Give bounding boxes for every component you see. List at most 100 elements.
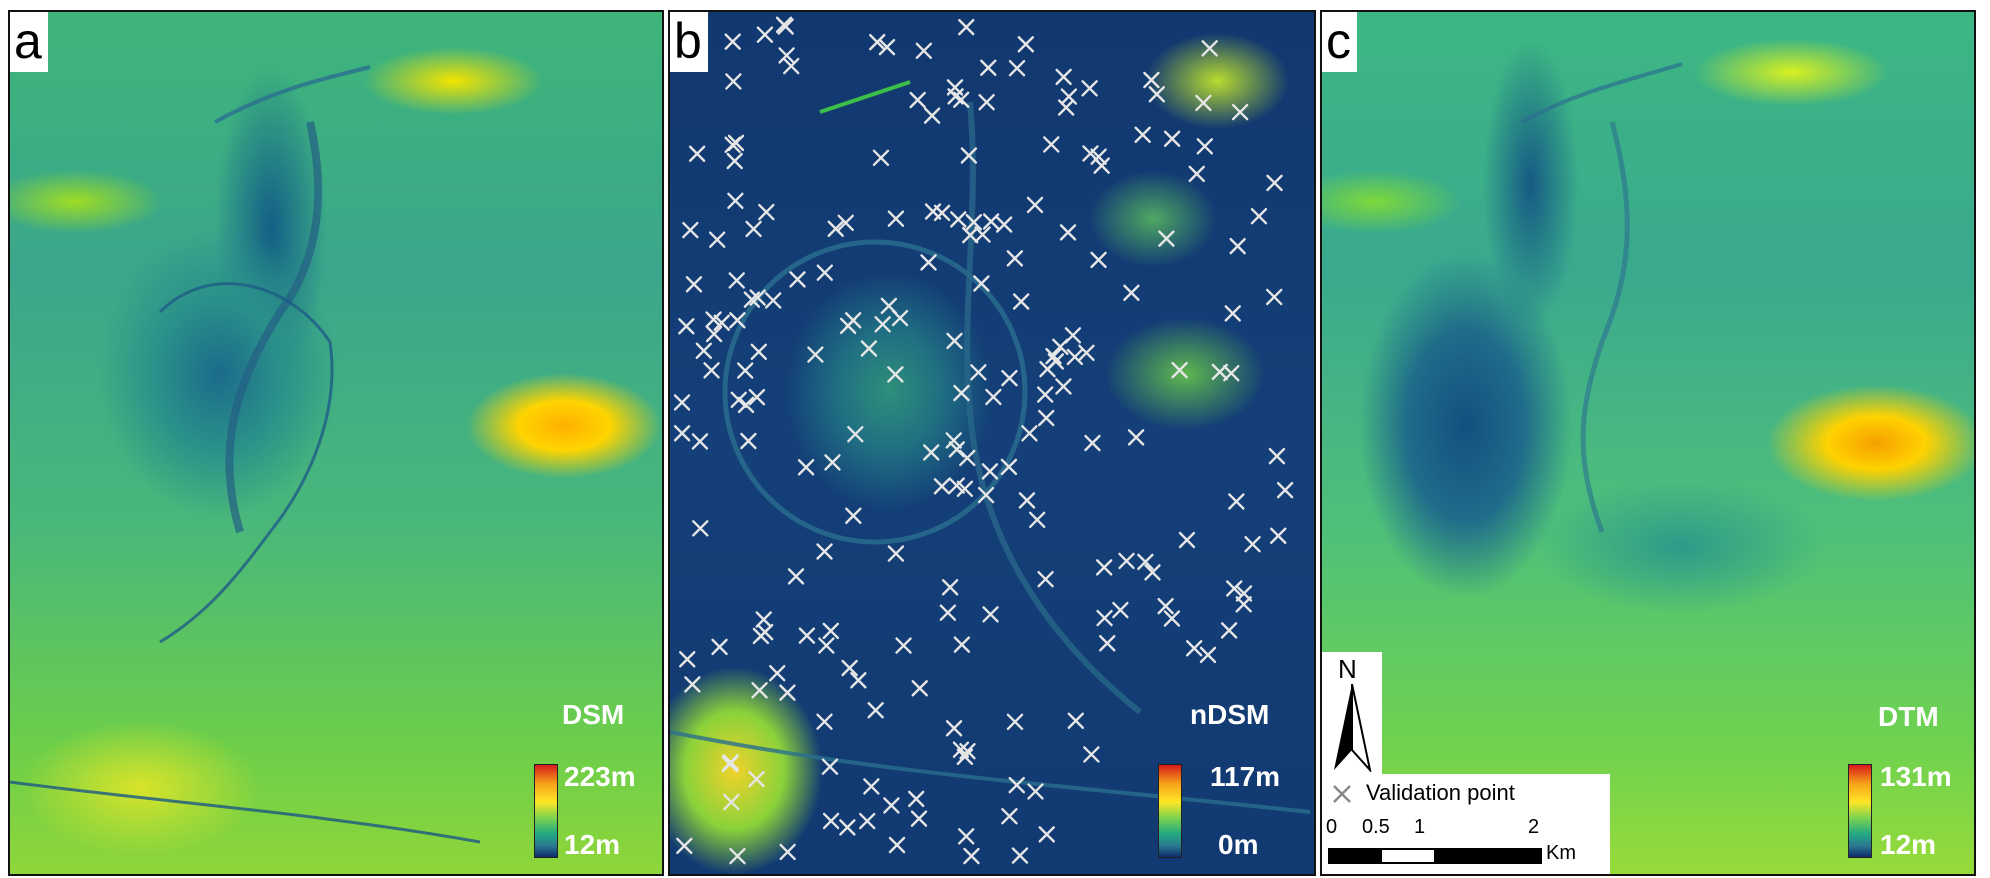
validation-point [1006, 250, 1024, 267]
validation-point [1195, 94, 1212, 112]
validation-point [678, 318, 695, 335]
validation-point [1038, 826, 1055, 843]
validation-point [977, 486, 995, 504]
validation-point [708, 231, 726, 248]
validation-point [695, 342, 713, 359]
validation-point [807, 346, 824, 363]
validation-point [779, 684, 796, 701]
validation-point [970, 364, 987, 381]
scale-tick-0: 0 [1326, 816, 1338, 838]
validation-point [1134, 126, 1151, 143]
validation-point [1090, 148, 1107, 165]
validation-point [750, 343, 768, 361]
validation-point [953, 636, 971, 653]
validation-point [1144, 564, 1161, 581]
validation-point [880, 297, 898, 315]
validation-point [869, 33, 886, 51]
dtm-raster [1322, 12, 1974, 874]
validation-point [1228, 493, 1245, 510]
validation-point [1143, 71, 1160, 89]
validation-point [1001, 369, 1018, 387]
validation-point [1059, 224, 1077, 241]
validation-point [1045, 347, 1062, 365]
validation-point [1027, 783, 1044, 800]
validation-point [933, 478, 951, 495]
validation-point [778, 47, 795, 64]
validation-point [923, 107, 941, 124]
validation-legend: Validation point [1322, 774, 1610, 814]
scale-unit: Km [1546, 842, 1576, 864]
validation-point [1211, 363, 1229, 381]
validation-point [827, 220, 844, 237]
validation-point [887, 545, 905, 562]
validation-point [1093, 157, 1110, 174]
validation-point [1084, 434, 1101, 452]
validation-point [963, 847, 980, 865]
validation-point [1163, 610, 1181, 627]
validation-point [676, 837, 693, 855]
validation-point [1083, 746, 1100, 763]
validation-point [748, 388, 766, 406]
validation-point [1201, 40, 1218, 57]
validation-point [691, 433, 709, 450]
validation-point [743, 291, 761, 308]
scale-tick-1: 1 [1414, 816, 1426, 838]
validation-point [1008, 59, 1026, 77]
validation-point [872, 149, 890, 167]
validation-point [887, 366, 904, 383]
validation-point [850, 672, 867, 689]
validation-point [939, 604, 957, 621]
validation-point [756, 623, 774, 641]
validation-point [844, 312, 862, 329]
legend-max-value: 117m [1210, 761, 1281, 792]
validation-point [816, 713, 833, 730]
validation-point [729, 312, 746, 329]
validation-point [1220, 622, 1238, 639]
validation-point [1055, 68, 1072, 86]
validation-point [1096, 609, 1113, 627]
validation-point [1047, 353, 1065, 370]
validation-point [1199, 646, 1217, 664]
validation-point [958, 18, 975, 36]
panel-letter-c: c [1322, 12, 1357, 72]
validation-point [980, 59, 997, 76]
validation-point [673, 425, 691, 442]
validation-points-layer [670, 16, 1311, 865]
panel-letter-a: a [10, 12, 48, 72]
validation-point [1064, 327, 1082, 344]
validation-point [874, 316, 891, 333]
validation-point [711, 638, 728, 656]
validation-point [1006, 713, 1024, 731]
validation-point [911, 680, 928, 697]
validation-point [1067, 712, 1084, 729]
validation-point [960, 147, 978, 164]
validation-point [1188, 165, 1205, 183]
validation-point [789, 271, 806, 288]
validation-point [1231, 103, 1249, 121]
validation-point [859, 812, 876, 830]
validation-point [895, 637, 912, 654]
validation-point [1235, 596, 1252, 613]
validation-point [1270, 527, 1287, 544]
validation-point [684, 676, 701, 693]
dsm-raster [10, 12, 662, 874]
validation-point [745, 220, 762, 238]
validation-point [1137, 553, 1154, 571]
validation-point [1268, 447, 1286, 465]
validation-point [673, 394, 691, 411]
validation-point [682, 221, 699, 239]
validation-point [883, 797, 900, 814]
validation-point [1028, 511, 1046, 529]
validation-point [1099, 635, 1116, 652]
validation-point [1021, 425, 1038, 442]
validation-point [1078, 344, 1095, 361]
validation-point [953, 384, 970, 402]
validation-point [692, 520, 709, 537]
validation-point [933, 204, 951, 222]
validation-point [1163, 130, 1181, 147]
validation-point [1276, 481, 1294, 499]
validation-point [1148, 86, 1166, 103]
validation-point [841, 659, 858, 677]
validation-point [888, 836, 906, 854]
validation-point [974, 226, 991, 243]
